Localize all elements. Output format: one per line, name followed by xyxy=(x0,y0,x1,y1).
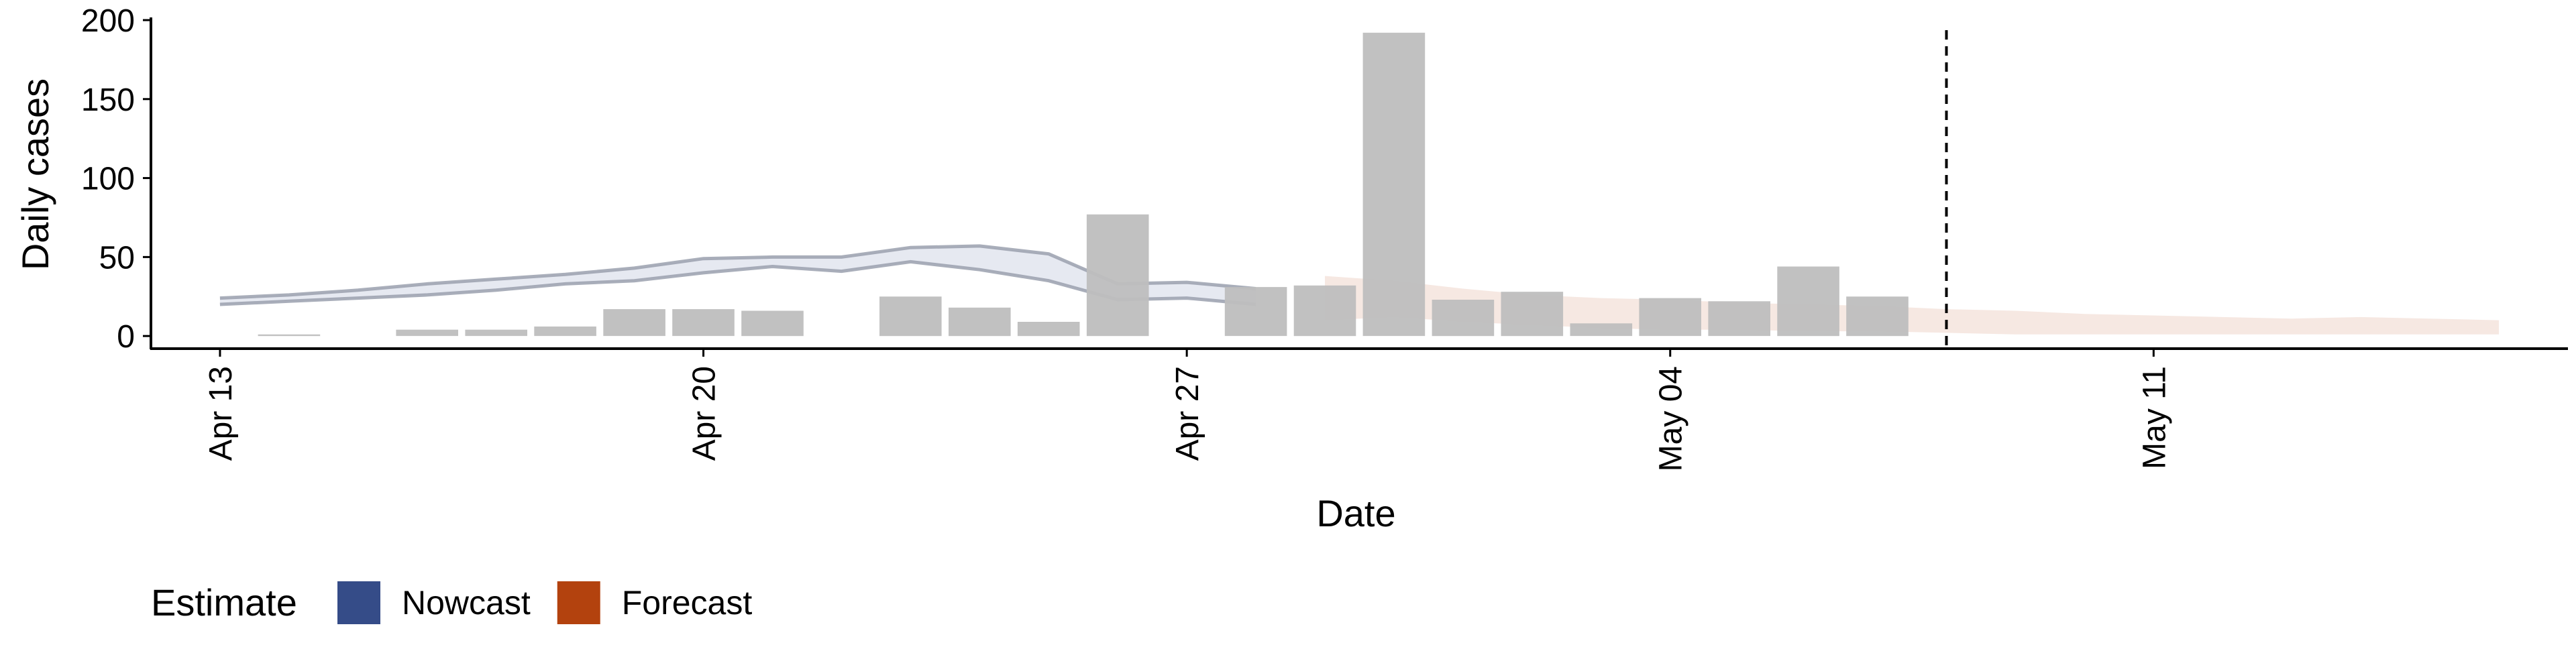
bar xyxy=(534,327,596,337)
legend-label-nowcast: Nowcast xyxy=(402,584,531,622)
x-tick-label: Apr 27 xyxy=(1170,366,1205,461)
bar xyxy=(603,309,665,337)
bar xyxy=(1293,285,1356,337)
ribbon-lower-line-nowcast xyxy=(219,259,1256,306)
reported-cases-bars xyxy=(258,32,1909,337)
bar xyxy=(879,296,942,337)
x-tick-label: May 04 xyxy=(1654,366,1689,471)
bar xyxy=(1224,287,1287,337)
legend-swatch-nowcast xyxy=(337,581,380,624)
bar xyxy=(1639,298,1701,337)
bar xyxy=(1501,292,1564,337)
y-tick-label: 0 xyxy=(117,319,135,355)
legend-label-forecast: Forecast xyxy=(622,584,753,622)
bar xyxy=(396,329,458,337)
y-tick-label: 150 xyxy=(81,82,135,118)
bar xyxy=(949,307,1011,337)
y-tick-label: 200 xyxy=(81,3,135,39)
legend-swatch-forecast xyxy=(557,581,600,624)
ribbon-forecast xyxy=(1325,276,2500,335)
bar xyxy=(1432,300,1495,337)
bar xyxy=(1846,296,1909,337)
bar xyxy=(741,310,804,337)
bar xyxy=(672,309,735,337)
axes: 0 50 100 150 200 Apr 13 Apr 20 Apr 27 May 04 May … xyxy=(81,3,2568,471)
bar xyxy=(1086,214,1149,337)
y-tick-label: 100 xyxy=(81,162,135,197)
x-tick-label: Apr 20 xyxy=(687,366,722,461)
legend-title: Estimate xyxy=(151,581,297,624)
bar xyxy=(465,329,527,337)
bar xyxy=(1362,32,1426,337)
x-axis-label: Date xyxy=(1316,492,1395,534)
estimate-ribbons xyxy=(219,244,2500,335)
bar xyxy=(258,334,321,337)
ribbon-upper-line-nowcast xyxy=(219,244,1256,300)
y-tick-label: 50 xyxy=(99,240,135,276)
bar xyxy=(1570,323,1633,337)
bar xyxy=(1708,301,1770,337)
bar xyxy=(1017,322,1080,337)
x-tick-label: May 11 xyxy=(2137,366,2172,469)
legend: Estimate Nowcast Forecast xyxy=(151,581,752,624)
x-tick-label: Apr 13 xyxy=(203,366,239,461)
bar xyxy=(1777,266,1839,337)
y-axis-label: Daily cases xyxy=(14,78,56,270)
